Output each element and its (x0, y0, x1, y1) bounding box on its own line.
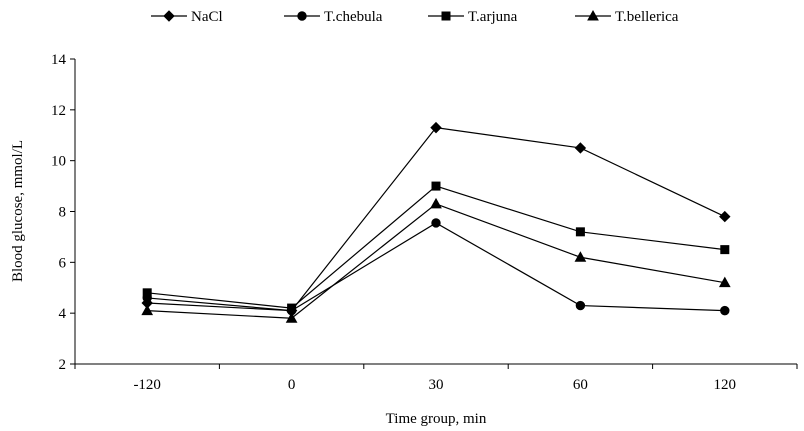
legend: NaCl T.chebula T.arjuna T.bellerica (151, 9, 679, 25)
data-point (574, 251, 587, 262)
y-tick-label: 4 (59, 306, 67, 322)
data-point (430, 121, 442, 134)
legend-item: T.chebula (284, 9, 383, 25)
data-point (141, 304, 154, 316)
data-point (431, 181, 441, 191)
x-tick-label: 120 (714, 377, 737, 393)
legend-label: T.bellerica (615, 9, 679, 25)
series-triangle (141, 197, 731, 323)
series-line (147, 222, 725, 312)
y-tick-label: 10 (51, 154, 66, 170)
data-point (720, 245, 730, 255)
legend-label: T.chebula (324, 9, 383, 25)
data-point (430, 197, 442, 209)
x-tick-label: 60 (573, 377, 588, 393)
data-point (431, 218, 441, 228)
y-tick-label: 6 (59, 255, 67, 271)
x-tick-label: 30 (429, 377, 444, 393)
legend-marker (587, 9, 599, 21)
y-ticks: 2 4 6 8 10 12 14 (51, 52, 75, 373)
y-tick-label: 14 (51, 52, 67, 68)
x-axis-label: Time group, min (386, 411, 487, 427)
axes (74, 59, 797, 365)
data-point (718, 276, 731, 288)
legend-item: T.arjuna (428, 9, 518, 25)
y-tick-label: 2 (59, 357, 67, 373)
legend-label: NaCl (191, 9, 223, 25)
series-circle (142, 218, 730, 316)
legend-item: T.bellerica (575, 9, 679, 25)
data-point (719, 210, 731, 223)
x-tick-label: -120 (133, 377, 161, 393)
y-tick-label: 12 (51, 103, 66, 119)
series-square (142, 181, 730, 313)
data-point (285, 312, 298, 323)
legend-marker (441, 11, 451, 21)
data-point (142, 288, 152, 298)
data-point (720, 305, 730, 316)
legend-item: NaCl (151, 9, 223, 25)
y-tick-label: 8 (59, 205, 67, 221)
legend-marker (297, 11, 307, 21)
data-point (574, 142, 587, 154)
x-ticks: -120 0 30 60 120 (74, 364, 798, 393)
legend-marker (163, 10, 175, 22)
data-point (287, 303, 297, 313)
data-point (575, 300, 586, 311)
legend-label: T.arjuna (468, 9, 518, 25)
x-tick-label: 0 (288, 377, 296, 393)
series-group (141, 121, 731, 323)
y-axis-label: Blood glucose, mmol/L (10, 140, 26, 282)
data-point (575, 227, 585, 237)
